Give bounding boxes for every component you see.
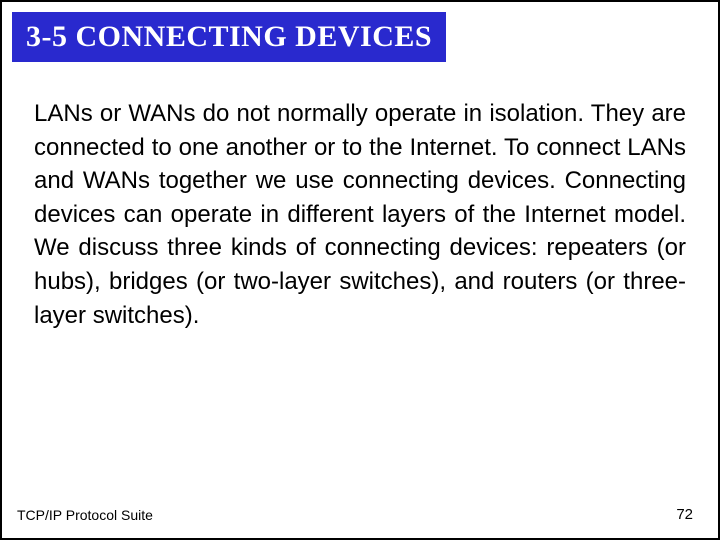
slide-body-text: LANs or WANs do not normally operate in … [34,97,686,332]
slide-title: 3-5 CONNECTING DEVICES [26,20,432,53]
page-number: 72 [676,506,693,523]
title-box: 3-5 CONNECTING DEVICES [12,12,446,62]
slide-container: 3-5 CONNECTING DEVICES LANs or WANs do n… [0,0,720,540]
footer-source: TCP/IP Protocol Suite [17,507,153,523]
